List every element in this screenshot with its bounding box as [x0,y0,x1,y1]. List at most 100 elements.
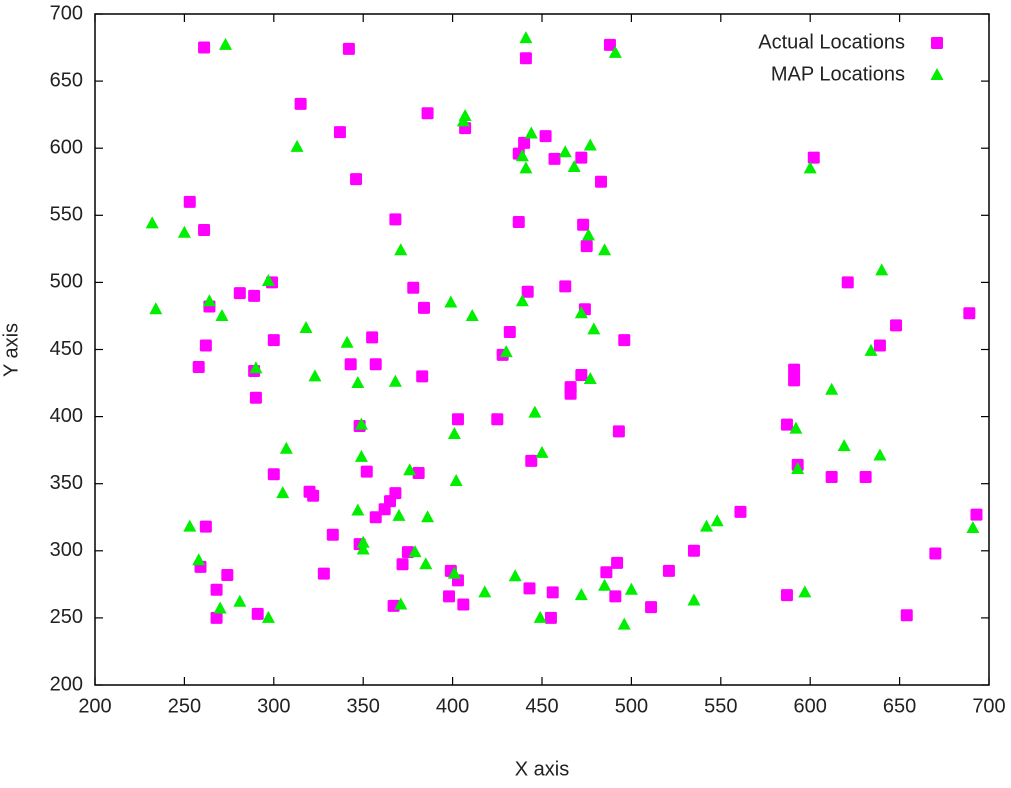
data-point [603,38,616,51]
data-point [528,405,542,418]
data-point [421,510,435,523]
data-point [444,295,458,308]
y-tick-label: 200 [50,673,83,695]
data-point [354,449,368,462]
data-point [213,601,227,614]
data-point [290,139,304,152]
data-point [699,519,713,532]
data-point [807,151,820,164]
data-point [388,374,402,387]
data-point [859,470,872,483]
data-point [198,224,211,237]
y-tick-label: 400 [50,405,83,427]
data-point [662,564,675,577]
y-tick-label: 300 [50,539,83,561]
data-point [145,216,159,229]
data-point [900,609,913,622]
data-point [366,331,379,344]
plot-frame [94,13,990,686]
data-point [421,107,434,120]
data-point [587,322,601,335]
data-point [210,611,223,624]
data-point [966,520,980,533]
data-point [515,149,529,162]
data-point [544,611,557,624]
data-point [183,519,197,532]
data-point [412,466,425,479]
data-point [583,138,597,151]
data-point [970,508,983,521]
data-point [369,358,382,371]
data-point [523,582,536,595]
data-point [478,585,492,598]
data-point [333,126,346,139]
data-point [575,151,588,164]
data-point [267,334,280,347]
data-point [508,569,522,582]
data-point [581,228,595,241]
data-point [210,583,223,596]
x-tick-label: 350 [347,695,380,717]
data-point [788,363,801,376]
data-point [342,42,355,55]
data-point [419,557,433,570]
x-tick-label: 500 [615,695,648,717]
data-point [780,418,793,431]
legend-marker [930,68,944,80]
x-tick-label: 650 [883,695,916,717]
data-point [533,610,547,623]
data-point [279,441,293,454]
x-tick-label: 450 [525,695,558,717]
data-point [443,590,456,603]
data-point [519,31,533,44]
data-point [249,361,263,374]
x-tick-label: 250 [168,695,201,717]
data-point [351,376,365,389]
data-point [512,216,525,229]
data-point [233,594,247,607]
data-point [574,306,588,319]
data-point [539,130,552,143]
data-point [791,461,805,474]
data-point [199,339,212,352]
data-point [447,566,461,579]
data-point [465,308,479,321]
data-point [580,240,593,253]
data-point [248,289,261,302]
data-point [215,308,229,321]
data-point [608,45,622,58]
data-point [595,175,608,188]
data-point [521,285,534,298]
data-point [788,374,801,387]
y-tick-label: 600 [50,136,83,158]
data-point [710,514,724,527]
data-point [611,556,624,569]
data-point [449,474,463,487]
data-point [687,593,701,606]
x-tick-label: 300 [257,695,290,717]
data-point [354,417,368,430]
data-point [519,161,533,174]
data-point [525,454,538,467]
data-point [567,159,581,172]
data-point [598,243,612,256]
data-point [929,547,942,560]
data-point [837,439,851,452]
data-point [618,334,631,347]
data-point [574,588,588,601]
data-point [558,145,572,158]
data-point [340,335,354,348]
data-point [249,391,262,404]
data-point [261,274,275,287]
data-point [369,511,382,524]
y-tick-label: 450 [50,338,83,360]
data-point [389,487,402,500]
data-point [577,218,590,231]
data-point [780,589,793,602]
data-point [617,617,631,630]
data-point [308,369,322,382]
data-point [183,195,196,208]
x-tick-label: 550 [704,695,737,717]
data-point [803,161,817,174]
